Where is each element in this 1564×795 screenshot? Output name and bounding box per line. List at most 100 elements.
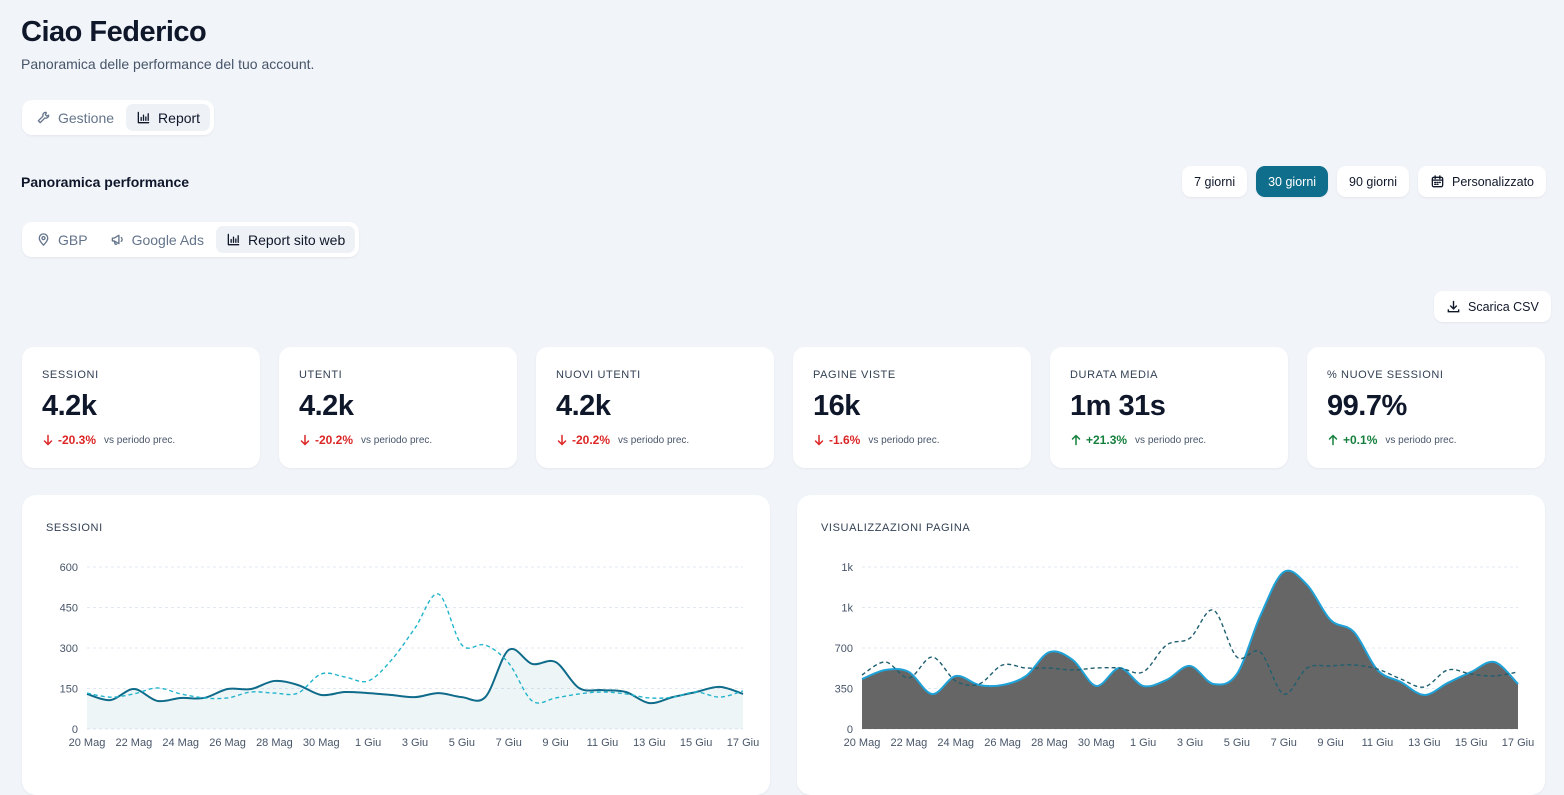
y-tick-label: 300: [60, 643, 78, 655]
kpi-note: vs periodo prec.: [1385, 434, 1457, 446]
range-button[interactable]: 7 giorni: [1182, 166, 1248, 197]
x-tick-label: 7 Giu: [496, 737, 522, 749]
kpi-card: DURATA MEDIA 1m 31s +21.3% vs periodo prec.: [1050, 347, 1288, 468]
kpi-delta-value: -20.2%: [315, 433, 354, 447]
range-label: 90 giorni: [1349, 174, 1397, 189]
kpi-label: NUOVI UTENTI: [556, 369, 641, 381]
kpi-note: vs periodo prec.: [104, 434, 176, 446]
x-tick-label: 9 Giu: [1317, 737, 1343, 749]
area: [87, 648, 743, 729]
x-tick-label: 26 Mag: [209, 737, 246, 749]
kpi-card: PAGINE VISTE 16k -1.6% vs periodo prec.: [793, 347, 1031, 468]
download-label: Scarica CSV: [1468, 299, 1539, 314]
x-tick-label: 22 Mag: [891, 737, 928, 749]
x-tick-label: 26 Mag: [984, 737, 1021, 749]
range-selector: 7 giorni 30 giorni 90 giorni Personalizzato: [1182, 166, 1546, 197]
y-tick-label: 1k: [841, 603, 853, 615]
x-tick-label: 3 Giu: [402, 737, 428, 749]
y-tick-label: 0: [72, 724, 78, 736]
delta-arrow: [814, 434, 824, 446]
kpi-card: UTENTI 4.2k -20.2% vs periodo prec.: [279, 347, 517, 468]
kpi-card: % NUOVE SESSIONI 99.7% +0.1% vs periodo pre…: [1307, 347, 1545, 468]
kpi-label: SESSIONI: [42, 369, 99, 381]
x-tick-label: 24 Mag: [162, 737, 199, 749]
download-button[interactable]: Scarica CSV: [1434, 291, 1551, 322]
range-label: Personalizzato: [1452, 174, 1534, 189]
range-button[interactable]: 30 giorni: [1256, 166, 1329, 197]
icon: [37, 111, 50, 124]
x-tick-label: 11 Giu: [587, 737, 619, 749]
delta-arrow: [300, 434, 310, 446]
y-tick-label: 150: [60, 684, 78, 696]
delta-arrow: [1328, 434, 1338, 446]
kpi-value: 99.7%: [1327, 390, 1407, 422]
kpi-value: 16k: [813, 390, 860, 422]
chart-title: VISUALIZZAZIONI PAGINA: [821, 522, 970, 534]
tab[interactable]: Gestione: [26, 104, 124, 131]
x-tick-label: 11 Giu: [1362, 737, 1394, 749]
kpi-delta-value: -20.3%: [58, 433, 97, 447]
kpi-delta: +0.1% vs periodo prec.: [1327, 433, 1457, 447]
kpi-delta: -1.6% vs periodo prec.: [813, 433, 940, 447]
chart-card: VISUALIZZAZIONI PAGINA 0 350 700 1k 1k 20 Mag 2…: [797, 495, 1545, 795]
delta-arrow: [43, 434, 53, 446]
icon: [227, 233, 240, 246]
x-tick-label: 13 Giu: [633, 737, 665, 749]
x-tick-label: 9 Giu: [542, 737, 568, 749]
source-tab[interactable]: Google Ads: [100, 226, 214, 253]
tab[interactable]: Report: [126, 104, 211, 131]
chart: SESSIONI 0 150 300 450 600 20 Mag 22 Mag 24 Mag 2…: [46, 522, 759, 749]
y-tick-label: 600: [60, 562, 78, 574]
line: [861, 609, 1519, 695]
delta-arrow: [557, 434, 567, 446]
source-tabs: GBP Google Ads Report sito web: [22, 222, 360, 257]
x-tick-label: 30 Mag: [303, 737, 340, 749]
x-tick-label: 3 Giu: [1177, 737, 1203, 749]
icon: [1431, 175, 1444, 188]
source-tab-label: GBP: [58, 231, 88, 248]
line: [86, 593, 744, 704]
x-tick-label: 17 Giu: [727, 737, 759, 749]
x-tick-label: 28 Mag: [1031, 737, 1068, 749]
area: [862, 570, 1518, 729]
x-tick-label: 7 Giu: [1271, 737, 1297, 749]
chart-card: SESSIONI 0 150 300 450 600 20 Mag 22 Mag 24 Mag 2…: [22, 495, 770, 795]
kpi-card: SESSIONI 4.2k -20.3% vs periodo prec.: [22, 347, 260, 468]
source-tab-label: Report sito web: [247, 231, 346, 248]
kpi-label: DURATA MEDIA: [1070, 369, 1159, 381]
page-subtitle: Panoramica delle performance del tuo acc…: [21, 56, 315, 72]
x-tick-label: 28 Mag: [256, 737, 293, 749]
kpi-label: % NUOVE SESSIONI: [1327, 369, 1444, 381]
x-tick-label: 22 Mag: [116, 737, 153, 749]
main-tabs: Gestione Report: [22, 100, 215, 135]
x-tick-label: 24 Mag: [937, 737, 974, 749]
source-tab[interactable]: Report sito web: [215, 226, 356, 253]
section-title: Panoramica performance: [21, 174, 190, 190]
x-tick-label: 15 Giu: [680, 737, 712, 749]
kpi-delta-value: -20.2%: [572, 433, 611, 447]
kpi-delta: +21.3% vs periodo prec.: [1070, 433, 1206, 447]
kpi-label: UTENTI: [299, 369, 343, 381]
source-tab[interactable]: GBP: [26, 226, 98, 253]
kpi-value: 1m 31s: [1070, 390, 1166, 422]
tab-label: Gestione: [58, 109, 115, 126]
kpi-label: PAGINE VISTE: [813, 369, 896, 381]
x-tick-label: 1 Giu: [1130, 737, 1156, 749]
x-tick-label: 13 Giu: [1408, 737, 1440, 749]
y-tick-label: 0: [847, 724, 853, 736]
x-tick-label: 5 Giu: [449, 737, 475, 749]
kpi-value: 4.2k: [556, 390, 611, 422]
page-title: Ciao Federico: [21, 16, 207, 48]
range-button[interactable]: Personalizzato: [1418, 166, 1546, 197]
kpi-card: NUOVI UTENTI 4.2k -20.2% vs periodo prec.: [536, 347, 774, 468]
kpi-delta: -20.2% vs periodo prec.: [299, 433, 432, 447]
download-icon: [1447, 300, 1460, 313]
kpi-value: 4.2k: [42, 390, 97, 422]
kpi-value: 4.2k: [299, 390, 354, 422]
kpi-note: vs periodo prec.: [868, 434, 940, 446]
range-button[interactable]: 90 giorni: [1337, 166, 1409, 197]
y-tick-label: 350: [835, 684, 853, 696]
kpi-delta-value: +21.3%: [1086, 433, 1128, 447]
kpi-note: vs periodo prec.: [1135, 434, 1207, 446]
x-tick-label: 30 Mag: [1078, 737, 1115, 749]
